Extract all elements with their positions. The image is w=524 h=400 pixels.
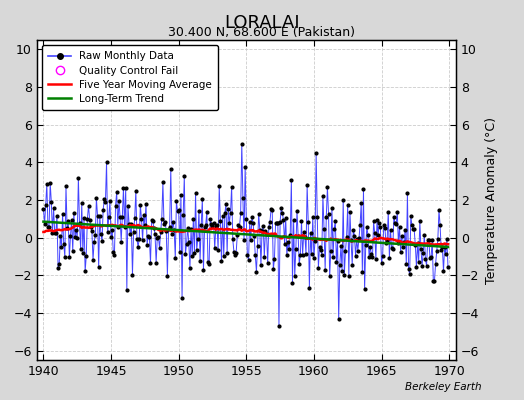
Legend: Raw Monthly Data, Quality Control Fail, Five Year Moving Average, Long-Term Tren: Raw Monthly Data, Quality Control Fail, … — [42, 45, 219, 110]
Y-axis label: Temperature Anomaly (°C): Temperature Anomaly (°C) — [485, 116, 498, 284]
Text: LORALAI: LORALAI — [224, 14, 300, 32]
Text: Berkeley Earth: Berkeley Earth — [406, 382, 482, 392]
Text: 30.400 N, 68.600 E (Pakistan): 30.400 N, 68.600 E (Pakistan) — [169, 26, 355, 39]
